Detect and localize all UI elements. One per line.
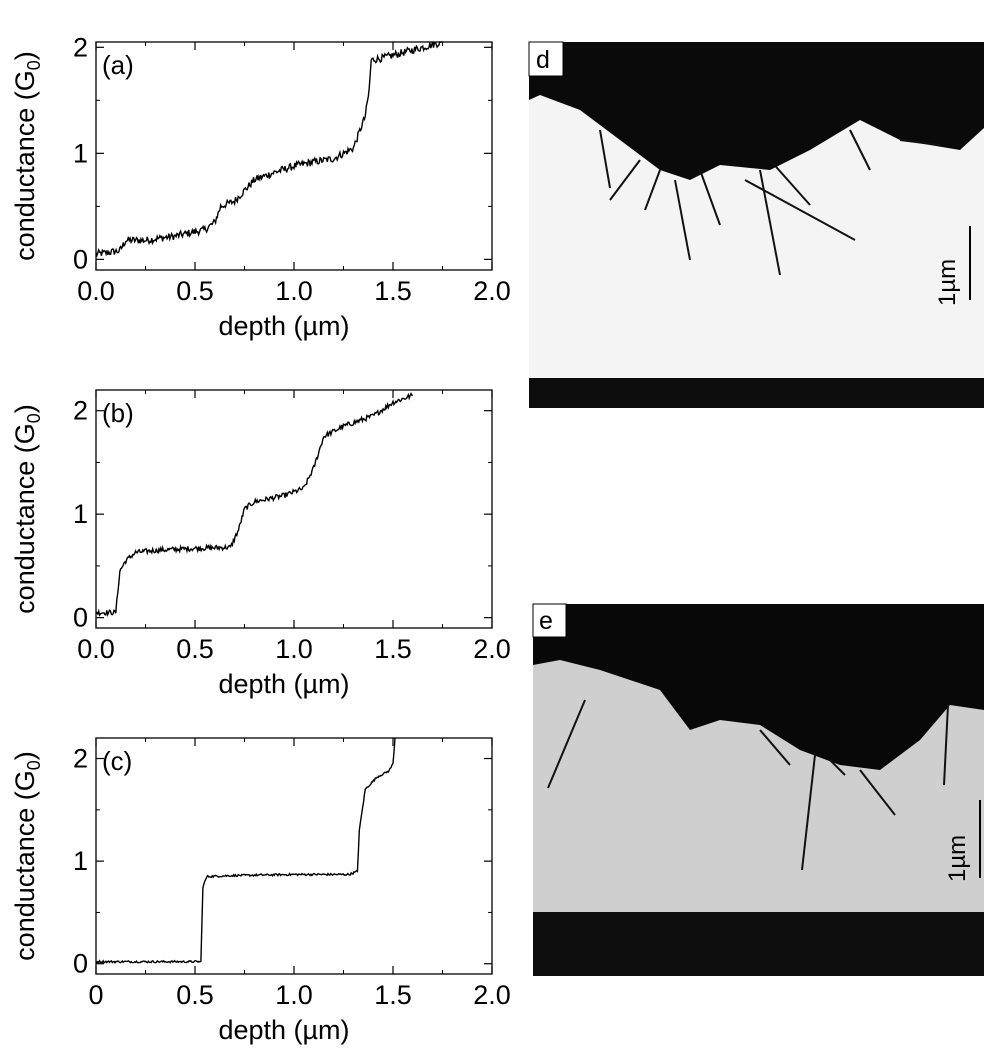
x-tick-label: 1.5 bbox=[374, 980, 412, 1010]
x-tick-label: 1.0 bbox=[275, 276, 313, 306]
y-tick-label: 1 bbox=[73, 138, 88, 168]
y-tick-label: 2 bbox=[73, 32, 88, 62]
micrograph-panel-e: e 1µm bbox=[533, 604, 984, 976]
x-tick-label: 0.5 bbox=[176, 980, 214, 1010]
plot-frame bbox=[96, 738, 492, 974]
x-axis-title: depth (µm) bbox=[218, 1015, 349, 1045]
x-tick-label: 2.0 bbox=[473, 634, 511, 664]
x-axis-title: depth (µm) bbox=[218, 669, 349, 699]
plot-frame bbox=[96, 390, 492, 628]
y-tick-label: 1 bbox=[73, 499, 88, 529]
x-tick-label: 0.0 bbox=[77, 276, 115, 306]
x-tick-label: 0 bbox=[88, 980, 103, 1010]
x-tick-label: 2.0 bbox=[473, 276, 511, 306]
x-tick-label: 0.5 bbox=[176, 634, 214, 664]
x-tick-label: 1.5 bbox=[374, 276, 412, 306]
x-axis-title: depth (µm) bbox=[218, 311, 349, 341]
y-tick-label: 2 bbox=[73, 396, 88, 426]
x-tick-label: 0.0 bbox=[77, 634, 115, 664]
y-tick-label: 1 bbox=[73, 846, 88, 876]
y-tick-label: 0 bbox=[73, 949, 88, 979]
conductance-trace bbox=[96, 738, 395, 963]
panel-d-scale-bar: 1µm bbox=[934, 259, 961, 306]
y-tick-label: 0 bbox=[73, 603, 88, 633]
x-tick-label: 0.5 bbox=[176, 276, 214, 306]
y-axis-title: conductance (G0) bbox=[10, 751, 44, 961]
panel-e-label: e bbox=[539, 607, 553, 635]
x-tick-label: 1.0 bbox=[275, 980, 313, 1010]
x-tick-label: 2.0 bbox=[473, 980, 511, 1010]
chart-panel-c: 0 0.5 1.0 1.5 2.0 0 1 2 depth (µm) conductance (G… bbox=[10, 738, 511, 1045]
x-tick-label: 1.0 bbox=[275, 634, 313, 664]
y-axis-title: conductance (G0) bbox=[10, 404, 44, 614]
x-tick-label: 1.5 bbox=[374, 634, 412, 664]
micrograph-panel-d: d 1µm bbox=[529, 42, 984, 408]
panel-label: (b) bbox=[102, 398, 134, 428]
panel-label: (a) bbox=[102, 50, 134, 80]
chart-panel-a: 0.0 0.5 1.0 1.5 2.0 0 1 2 depth (µm) conductance … bbox=[10, 32, 511, 341]
panel-e-scale-bar: 1µm bbox=[944, 835, 971, 882]
plot-frame bbox=[96, 42, 492, 270]
panel-d-label: d bbox=[536, 46, 550, 74]
panel-label: (c) bbox=[102, 746, 132, 776]
y-tick-label: 2 bbox=[73, 744, 88, 774]
y-axis-title: conductance (G0) bbox=[10, 51, 44, 261]
conductance-trace bbox=[96, 42, 443, 256]
y-tick-label: 0 bbox=[73, 244, 88, 274]
conductance-trace bbox=[96, 394, 413, 615]
chart-panel-b: 0.0 0.5 1.0 1.5 2.0 0 1 2 depth (µm) conductance … bbox=[10, 390, 511, 699]
